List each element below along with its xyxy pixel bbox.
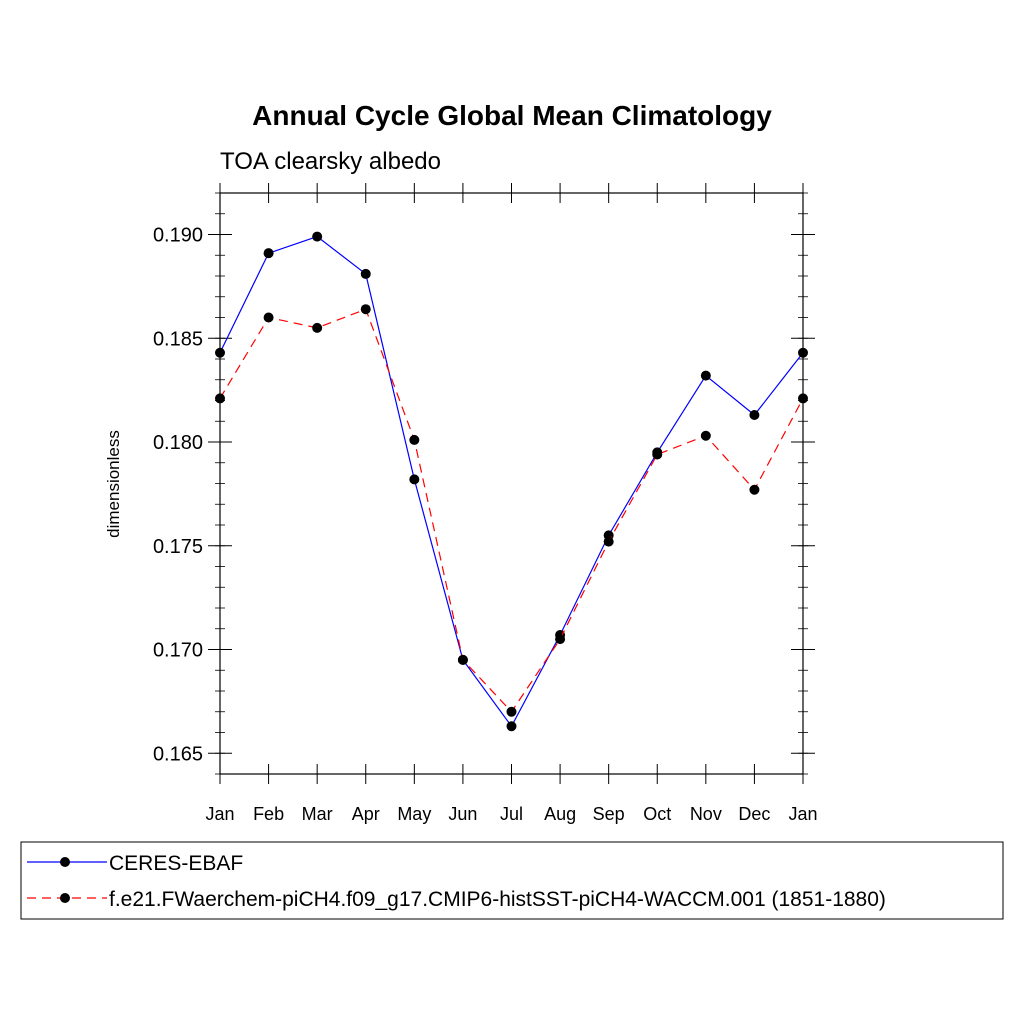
data-point [506, 721, 517, 732]
axis-ticks [208, 183, 815, 784]
legend-swatch-marker [60, 893, 70, 903]
legend-label: CERES-EBAF [109, 852, 243, 875]
y-tick-label: 0.185 [153, 328, 203, 350]
x-tick-label: Apr [352, 804, 380, 824]
y-axis-label: dimensionless [104, 430, 123, 538]
series-2 [215, 304, 808, 717]
legend: CERES-EBAF f.e21.FWaerchem-piCH4.f09_g17.… [20, 841, 1004, 920]
data-point [798, 347, 808, 358]
data-point [652, 449, 663, 460]
series-1 [215, 231, 808, 732]
y-tick-label: 0.165 [153, 743, 203, 765]
data-point [506, 706, 517, 717]
series-line [219, 308, 804, 713]
x-tick-label: Jan [788, 804, 817, 824]
data-point [409, 434, 420, 445]
y-tick-label: 0.190 [153, 225, 203, 247]
x-tick-label: Nov [690, 804, 722, 824]
plot-border [219, 192, 804, 775]
data-point [749, 410, 760, 421]
y-tick-labels: 0.165 0.170 0.175 0.180 0.185 0.190 [153, 225, 203, 766]
data-point [409, 474, 420, 485]
legend-swatch-marker [60, 857, 70, 867]
x-tick-labels: Jan Feb Mar Apr May Jun Jul Aug Sep Oct Nov Dec Jan [205, 804, 817, 824]
x-tick-label: Jul [500, 804, 523, 824]
x-tick-label: May [397, 804, 431, 824]
x-tick-label: Mar [302, 804, 333, 824]
x-tick-label: Sep [593, 804, 625, 824]
x-tick-label: Dec [738, 804, 770, 824]
series-layer [215, 231, 808, 732]
x-tick-label: Feb [253, 804, 284, 824]
legend-box [20, 841, 1004, 920]
data-point [215, 393, 225, 404]
x-tick-label: Jun [448, 804, 477, 824]
data-point [360, 304, 371, 315]
plot-frame [219, 192, 804, 775]
data-point [700, 370, 711, 381]
series-line [219, 235, 804, 728]
data-point [312, 231, 323, 242]
y-tick-label: 0.170 [153, 640, 203, 662]
data-point [603, 536, 614, 547]
data-point [555, 634, 566, 645]
data-point [749, 484, 760, 495]
chart-subtitle: TOA clearsky albedo [220, 148, 441, 175]
data-point [263, 312, 274, 323]
x-tick-label: Aug [544, 804, 576, 824]
data-point [263, 248, 274, 259]
y-tick-label: 0.180 [153, 432, 203, 454]
data-point [700, 430, 711, 441]
x-tick-label: Oct [643, 804, 671, 824]
y-tick-label: 0.175 [153, 536, 203, 558]
data-point [215, 347, 225, 358]
data-point [457, 654, 468, 665]
data-point [360, 268, 371, 279]
data-point [798, 393, 808, 404]
chart-title: Annual Cycle Global Mean Climatology [252, 100, 772, 131]
data-point [312, 322, 323, 333]
legend-label: f.e21.FWaerchem-piCH4.f09_g17.CMIP6-hist… [109, 888, 886, 911]
x-tick-label: Jan [205, 804, 234, 824]
